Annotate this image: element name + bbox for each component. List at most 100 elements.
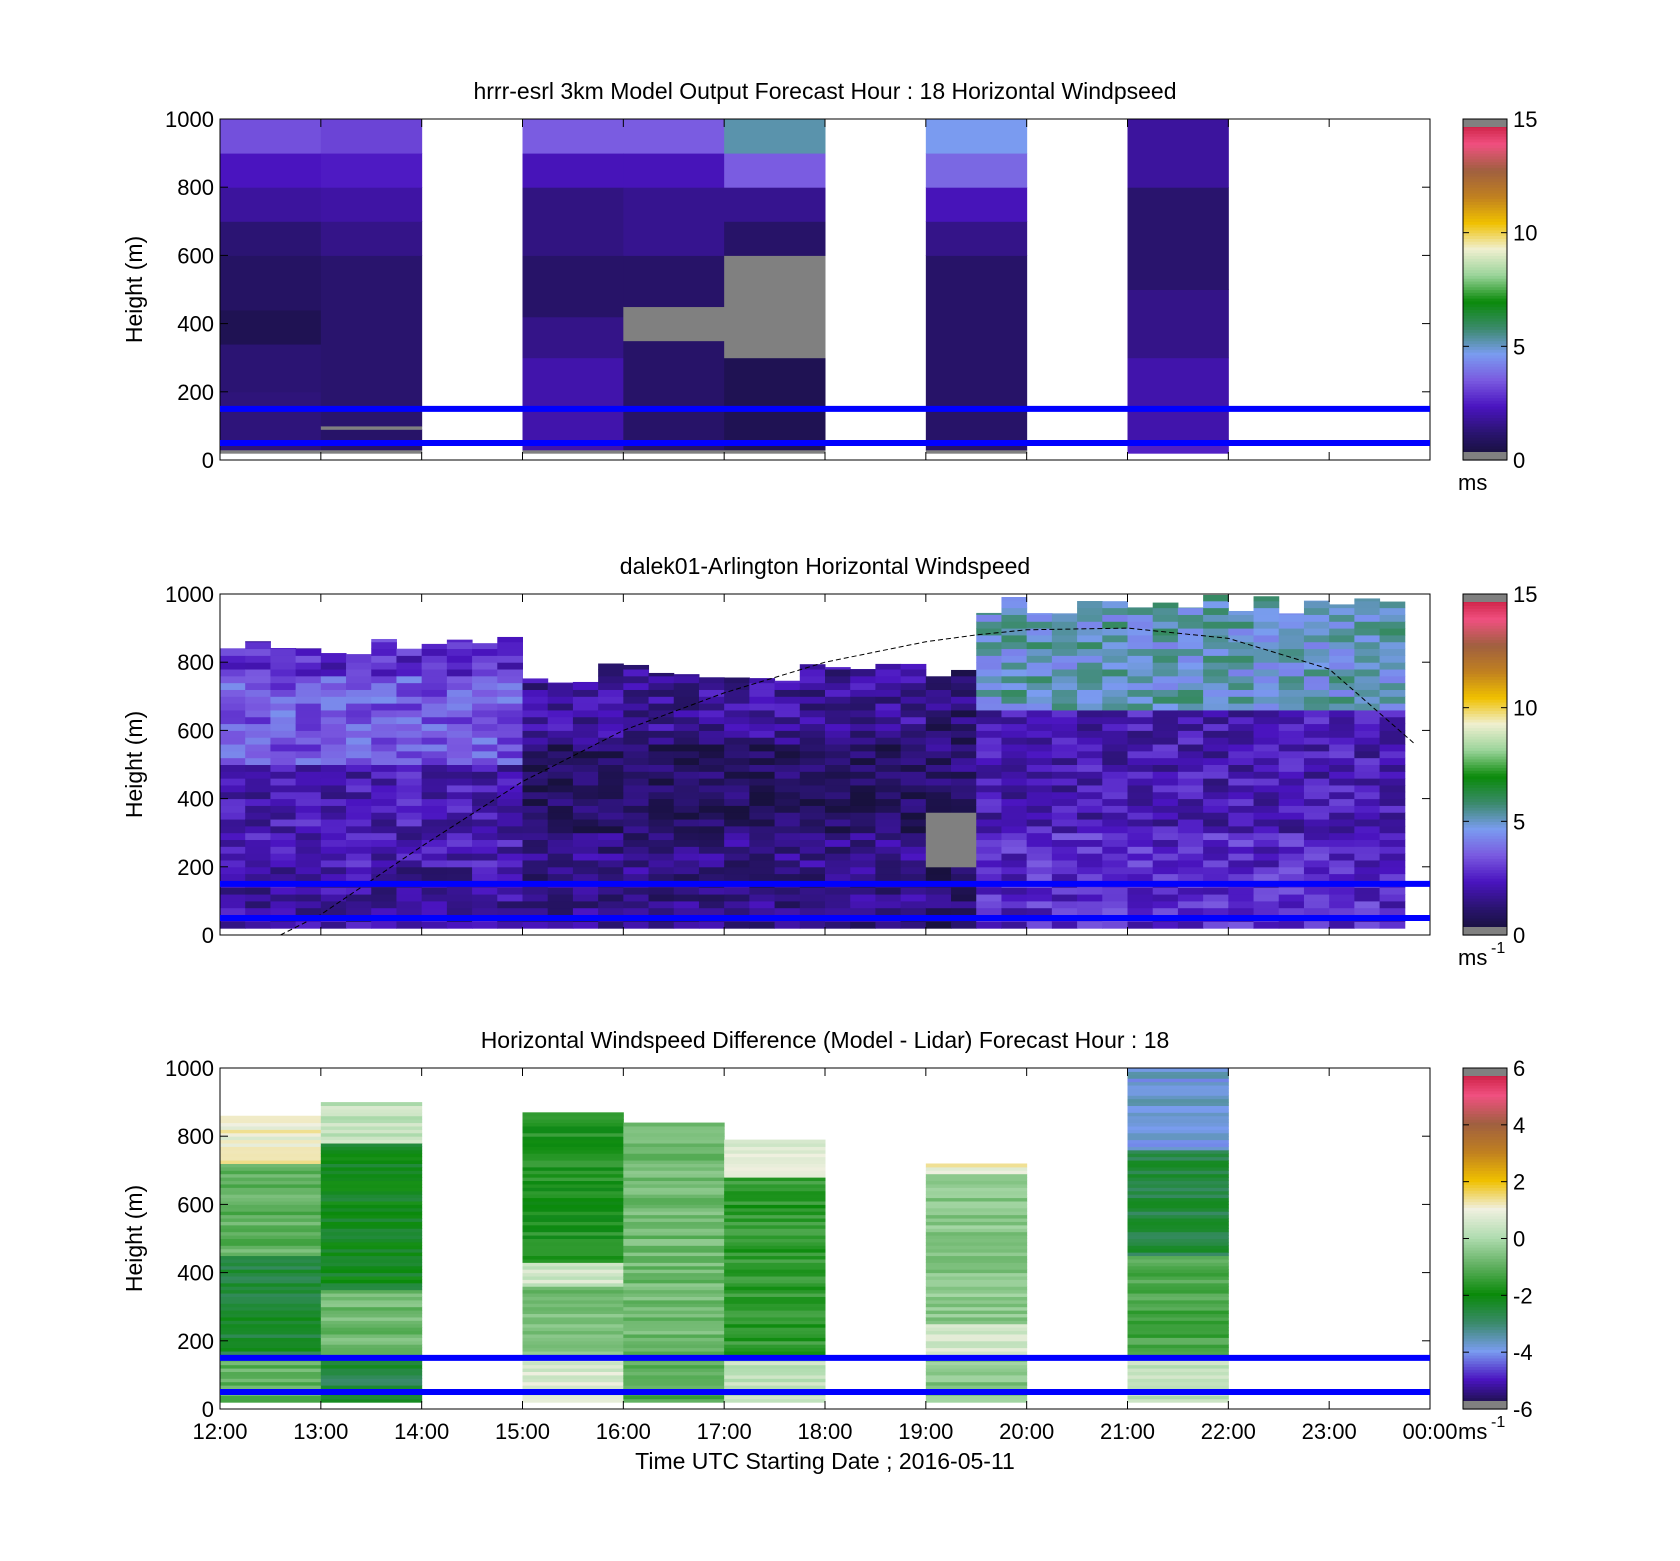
lidar-cell	[1203, 648, 1229, 656]
lidar-cell	[472, 778, 498, 786]
lidar-cell	[598, 859, 624, 868]
lidar-cell	[1152, 744, 1179, 752]
lidar-cell	[1001, 825, 1028, 834]
difference-cell	[623, 1224, 725, 1229]
difference-cell	[724, 1313, 826, 1318]
difference-cell	[320, 1330, 423, 1335]
lidar-cell	[799, 812, 826, 820]
lidar-cell	[320, 682, 347, 690]
difference-cell	[623, 1340, 725, 1345]
difference-cell	[1127, 1071, 1229, 1076]
lidar-cell	[1077, 607, 1103, 615]
lidar-cell	[1177, 900, 1204, 909]
difference-cell	[623, 1279, 725, 1284]
colorbar-cell	[1463, 1363, 1507, 1367]
difference-cell	[724, 1272, 826, 1277]
lidar-cell	[245, 798, 271, 806]
lidar-cell	[1278, 716, 1305, 725]
lidar-cell	[572, 737, 599, 745]
lidar-cell	[1203, 778, 1229, 786]
lidar-cell	[472, 839, 498, 847]
lidar-cell	[648, 825, 675, 834]
difference-cell	[925, 1166, 1028, 1171]
lidar-cell	[472, 682, 498, 690]
lidar-cell	[1051, 613, 1078, 615]
difference-cell	[220, 1313, 322, 1318]
lidar-cell	[825, 703, 851, 711]
lidar-cell	[1127, 812, 1154, 820]
colorbar-cell	[1463, 912, 1507, 916]
lidar-cell	[1026, 805, 1053, 813]
colorbar-cell	[1463, 1258, 1507, 1262]
colorbar-cell	[1463, 812, 1507, 817]
colorbar-cell	[1463, 881, 1507, 885]
lidar-cell	[749, 866, 776, 875]
lidar-cell	[1051, 655, 1078, 663]
lidar-cell	[1329, 873, 1355, 881]
colorbar-cell	[1463, 215, 1507, 220]
colorbar-cell	[1463, 835, 1507, 839]
lidar-cell	[1102, 696, 1128, 704]
difference-cell	[1127, 1279, 1229, 1284]
lidar-cell	[698, 819, 725, 827]
difference-cell	[623, 1139, 725, 1144]
lidar-cell	[295, 675, 322, 684]
lidar-cell	[1102, 669, 1128, 677]
lidar-cell	[648, 778, 675, 786]
lidar-cell	[1278, 689, 1305, 697]
lidar-cell	[1228, 682, 1255, 690]
lidar-cell	[1152, 846, 1179, 854]
lidar-cell	[698, 873, 725, 881]
lidar-cell	[245, 744, 271, 752]
difference-cell	[724, 1323, 826, 1328]
model-cell	[522, 187, 624, 256]
colorbar-cell	[1463, 1221, 1507, 1225]
lidar-cell	[547, 846, 574, 854]
lidar-cell	[446, 764, 473, 772]
lidar-cell	[1253, 596, 1280, 602]
lidar-cell	[598, 669, 624, 677]
lidar-cell	[850, 791, 876, 800]
lidar-cell	[1026, 737, 1053, 745]
lidar-cell	[900, 778, 927, 786]
lidar-cell	[1253, 771, 1280, 779]
difference-cell	[724, 1166, 826, 1171]
lidar-cell	[1228, 723, 1255, 731]
colorbar-cell	[1463, 1144, 1507, 1149]
lidar-cell	[774, 873, 801, 881]
lidar-cell	[1026, 894, 1053, 902]
lidar-cell	[346, 791, 372, 800]
difference-cell	[522, 1269, 624, 1274]
difference-cell	[522, 1252, 624, 1257]
lidar-cell	[270, 771, 297, 779]
lidar-cell	[1127, 859, 1154, 868]
difference-cell	[522, 1200, 624, 1205]
difference-cell	[1127, 1378, 1229, 1383]
lidar-cell	[1354, 723, 1381, 731]
difference-cell	[220, 1282, 322, 1287]
lidar-cell	[900, 819, 927, 827]
colorbar-cell	[1463, 292, 1507, 296]
lidar-cell	[245, 723, 271, 731]
lidar-cell	[1303, 757, 1330, 765]
colorbar-cell	[1463, 295, 1507, 299]
colorbar-cell	[1463, 1337, 1507, 1342]
difference-cell	[320, 1306, 423, 1311]
difference-cell	[320, 1252, 423, 1257]
lidar-cell	[396, 812, 423, 820]
lidar-cell	[1001, 798, 1028, 806]
colorbar-cell	[1463, 388, 1507, 393]
lidar-cell	[1102, 866, 1128, 875]
lidar-cell	[1177, 853, 1204, 861]
lidar-cell	[1001, 894, 1028, 902]
lidar-cell	[749, 832, 776, 841]
lidar-cell	[1329, 764, 1355, 772]
difference-cell	[220, 1163, 322, 1168]
lidar-cell	[850, 798, 876, 806]
lidar-cell	[320, 750, 347, 759]
lidar-cell	[976, 669, 1002, 677]
difference-cell	[320, 1105, 423, 1110]
lidar-cell	[976, 682, 1002, 690]
lidar-cell	[598, 866, 624, 875]
lidar-cell	[951, 750, 977, 759]
